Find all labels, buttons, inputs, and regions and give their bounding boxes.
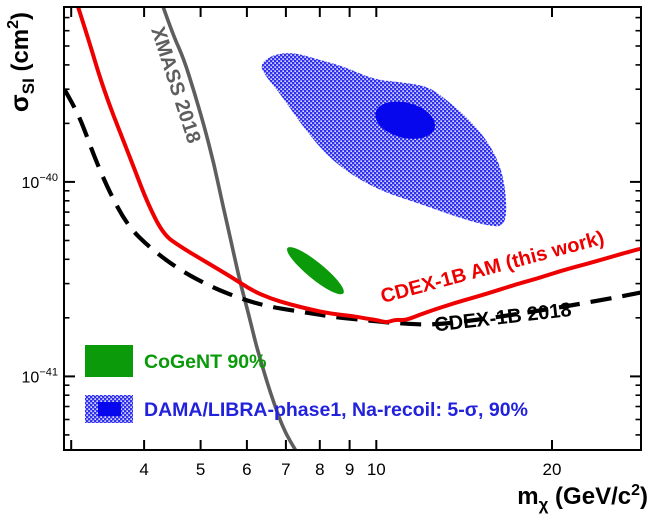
y-tick-exponent: −40 [39, 172, 58, 184]
plot-area [64, 7, 641, 450]
y-axis-title-part: ) [7, 12, 34, 20]
y-axis-tick-label: 10−41 [22, 366, 58, 386]
x-axis-title-part: m [517, 483, 538, 510]
x-axis-tick-label: 6 [242, 460, 251, 479]
plot-frame [63, 6, 642, 451]
y-axis-title-part: SI [19, 78, 38, 94]
x-axis-tick-label: 4 [139, 460, 148, 479]
x-axis-tick-label: 8 [315, 460, 324, 479]
y-axis-tick-label: 10−40 [22, 172, 58, 192]
x-axis-tick-label: 7 [281, 460, 290, 479]
x-axis-tick-label: 5 [196, 460, 205, 479]
y-axis-title: σSI (cm2) [4, 12, 38, 112]
cdex-am-line [75, 7, 641, 324]
x-axis-tick-label: 9 [345, 460, 354, 479]
cogent-region [287, 247, 344, 295]
legend-dama-swatch-core [98, 402, 121, 416]
dama-region [261, 53, 507, 227]
x-axis-title: mχ (GeV/c2) [517, 482, 648, 514]
legend-cogent-swatch [85, 345, 133, 377]
x-axis-title-part: χ [539, 495, 549, 514]
legend-dama-label: DAMA/LIBRA-phase1, Na-recoil: 5-σ, 90% [144, 399, 528, 421]
legend-cogent-label: CoGeNT 90% [144, 351, 266, 373]
x-axis-tick-label: 10 [367, 460, 386, 479]
dama-5sigma-region [375, 101, 436, 139]
x-axis-title-part: (GeV/c [548, 483, 631, 510]
xmass-line [161, 7, 298, 450]
y-axis-title-part: 2 [5, 20, 22, 29]
x-axis-tick-label: 20 [543, 460, 562, 479]
y-axis-title-part: (cm [7, 29, 34, 78]
y-axis-title-part: σ [4, 94, 34, 112]
y-tick-mantissa: 10 [22, 369, 40, 386]
x-axis-title-part: ) [640, 483, 648, 510]
x-axis-title-part: 2 [631, 482, 640, 499]
legend: CoGeNT 90% DAMA/LIBRA-phase1, Na-recoil: … [85, 345, 528, 423]
y-tick-mantissa: 10 [22, 175, 40, 192]
y-tick-exponent: −41 [39, 366, 58, 378]
